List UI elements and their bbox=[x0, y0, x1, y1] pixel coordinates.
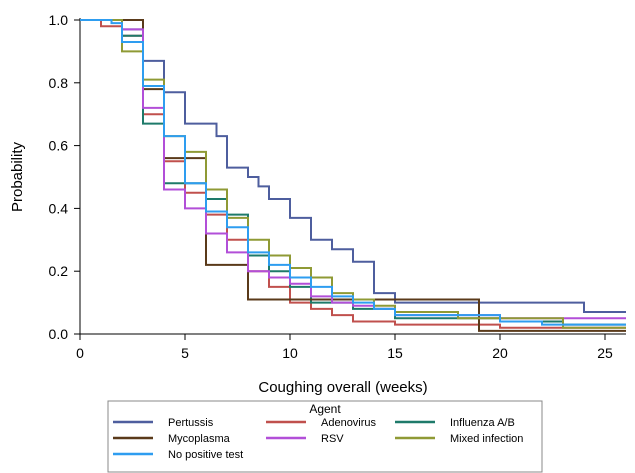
series-line-no-positive-test bbox=[80, 19, 626, 326]
legend-entry-label: Mixed infection bbox=[450, 433, 523, 445]
x-tick-label: 10 bbox=[282, 345, 298, 361]
legend-box bbox=[107, 400, 543, 473]
x-tick-label: 15 bbox=[387, 345, 403, 361]
legend-entry-label: Mycoplasma bbox=[168, 433, 231, 445]
y-axis-title: Probability bbox=[9, 141, 26, 212]
series-line-pertussis bbox=[80, 19, 626, 314]
series-line-mycoplasma bbox=[80, 19, 626, 332]
y-tick-label: 0.2 bbox=[49, 263, 69, 279]
legend-entry-label: Pertussis bbox=[168, 417, 214, 429]
y-tick-label: 0.6 bbox=[49, 138, 69, 154]
y-tick-label: 1.0 bbox=[49, 12, 69, 28]
legend-title: Agent bbox=[309, 402, 341, 416]
y-tick-label: 0.0 bbox=[49, 326, 69, 342]
series-line-mixed-infection bbox=[80, 19, 626, 329]
series-line-influenza-a-b bbox=[80, 19, 626, 326]
x-axis-title: Coughing overall (weeks) bbox=[258, 379, 427, 396]
y-tick-label: 0.4 bbox=[49, 200, 69, 216]
x-tick-label: 5 bbox=[181, 345, 189, 361]
legend-entry-label: No positive test bbox=[168, 449, 243, 461]
x-tick-label: 20 bbox=[492, 345, 508, 361]
series-line-adenovirus bbox=[80, 19, 626, 329]
x-tick-label: 0 bbox=[76, 345, 84, 361]
legend-entry-label: RSV bbox=[321, 433, 344, 445]
legend-entry-label: Influenza A/B bbox=[450, 417, 515, 429]
x-tick-label: 25 bbox=[597, 345, 613, 361]
legend-entry-label: Adenovirus bbox=[321, 417, 377, 429]
series-line-rsv bbox=[80, 19, 626, 320]
y-tick-label: 0.8 bbox=[49, 75, 69, 91]
